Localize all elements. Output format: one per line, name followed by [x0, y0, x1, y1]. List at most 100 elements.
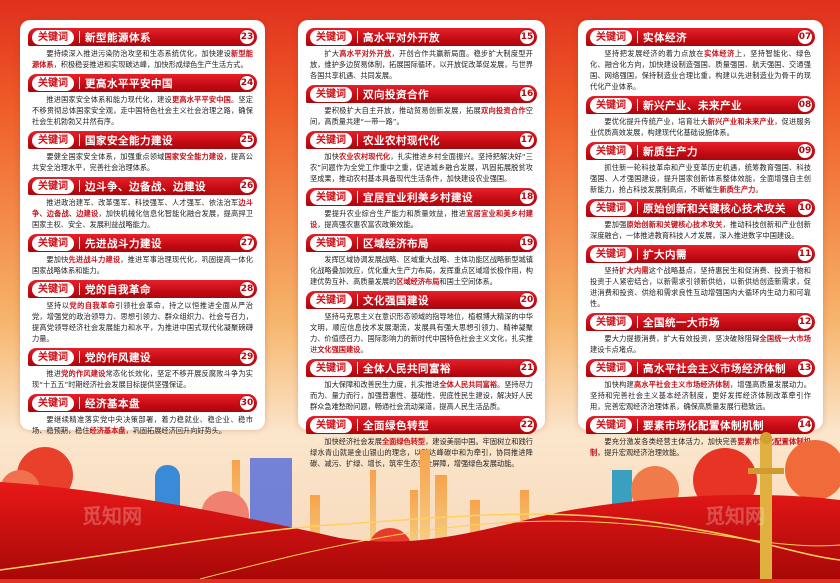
highlighted-keyword: 新质生产力: [719, 185, 756, 194]
description-text: ，提升宏观经济治理效能。: [597, 448, 684, 457]
item-number-badge: 14: [797, 417, 813, 433]
keyword-title: 高水平社会主义市场经济体制: [643, 362, 786, 375]
description-text: ，促进服务业优质高效发展，构建现代化基础设施体系。: [590, 117, 811, 137]
keyword-description: 要加快先进战斗力建设，推进军事治理现代化，巩固提高一体化国家战略体系和能力。: [28, 252, 257, 276]
keyword-title: 全国统一大市场: [643, 316, 720, 329]
keyword-header-bar: 关键词 新质生产力 09: [586, 142, 815, 160]
description-text: 发挥区域协调发展战略、区域重大战略、主体功能区战略新型城镇化战略叠加效应，优化重…: [310, 255, 533, 286]
keyword-description: 要持续深入推进污染防治攻坚和生态系统优化，加快建设新型能源体系，积极稳妥推进和实…: [28, 46, 257, 70]
keyword-label-pill: 关键词: [310, 417, 352, 433]
keyword-title: 高水平对外开放: [363, 31, 440, 44]
keyword-header-bar: 关键词 新型能源体系 23: [28, 28, 257, 46]
item-number-badge: 08: [797, 97, 813, 113]
keyword-item: 关键词 原始创新和关键核心技术攻关 10 要加强原始创新和关键核心技术攻关，推动科技创…: [586, 199, 815, 241]
keyword-header-bar: 关键词 高水平对外开放 15: [306, 28, 537, 46]
divider: [357, 191, 358, 203]
keyword-description: 加大保障和改善民生力度，扎实推进全体人民共同富裕。坚持尽力而为、量力而行，加强普…: [306, 377, 537, 412]
highlighted-keyword: 党的作风建设: [61, 369, 106, 378]
description-text: 和国土空间体系。: [439, 277, 497, 286]
keyword-header-bar: 关键词 全体人民共同富裕 21: [306, 359, 537, 377]
highlighted-keyword: 经济基本盘: [89, 426, 126, 435]
divider: [357, 237, 358, 249]
highlighted-keyword: 实体经济: [704, 49, 735, 58]
keyword-description: 发挥区域协调发展战略、区域重大战略、主体功能区战略新型城镇化战略叠加效应，优化重…: [306, 252, 537, 287]
keyword-item: 关键词 高水平社会主义市场经济体制 13 加快构建高水平社会主义市场经济体制，增强高质…: [586, 359, 815, 412]
keyword-item: 关键词 国家安全能力建设 25 要健全国家安全体系，加强重点领域国家安全能力建设，提高…: [28, 131, 257, 173]
keyword-label-pill: 关键词: [310, 132, 352, 148]
description-text: 推进国家安全体系和能力现代化，建设: [46, 95, 172, 104]
divider: [357, 362, 358, 374]
item-number-badge: 25: [239, 132, 255, 148]
item-number-badge: 11: [797, 246, 813, 262]
keyword-title: 新型能源体系: [85, 31, 151, 44]
description-text: ，提高强农惠农富农政策效能。: [317, 220, 418, 229]
description-text: 加大保障和改善民生力度，扎实推进: [324, 380, 440, 389]
divider: [637, 316, 638, 328]
keyword-header-bar: 关键词 更高水平平安中国 24: [28, 74, 257, 92]
keyword-title: 原始创新和关键核心技术攻关: [643, 202, 786, 215]
keyword-description: 要积极扩大自主开放，推动贸易创新发展，拓展双向投资合作空间，高质量共建“一带一路…: [306, 103, 537, 127]
keyword-description: 推进党的作风建设常态化长效化，坚定不移开展反腐败斗争为实现“十五五”时期经济社会…: [28, 366, 257, 390]
item-number-badge: 17: [519, 132, 535, 148]
description-text: 上，坚持智能化、绿色化、融合化方向，加快建设制造强国、质量强国、航天强国、交通强…: [590, 49, 811, 91]
keyword-header-bar: 关键词 先进战斗力建设 27: [28, 234, 257, 252]
keyword-header-bar: 关键词 文化强国建设 20: [306, 291, 537, 309]
description-text: 加快经济社会发展: [324, 437, 382, 446]
keyword-item: 关键词 农业农村现代化 17 加快农业农村现代化，扎实推进乡村全面振兴。坚持把解决好“…: [306, 131, 537, 184]
keyword-column-1: 关键词 新型能源体系 23 要持续深入推进污染防治攻坚和生态系统优化，加快建设新型能源…: [20, 20, 265, 435]
description-text: ，巩固拓展经济回升向好势头。: [125, 426, 227, 435]
keyword-header-bar: 关键词 全面绿色转型 22: [306, 416, 537, 434]
divider: [357, 294, 358, 306]
description-text: 推进: [46, 369, 62, 378]
highlighted-keyword: 要素市场化配置体制机制: [590, 437, 811, 457]
keyword-description: 坚持扩大内需这个战略基点，坚持惠民生和促消费、投资于物和投资于人紧密结合，以新需…: [586, 263, 815, 309]
keyword-title: 区域经济布局: [363, 237, 429, 250]
keyword-description: 要优化提升传统产业，培育壮大新兴产业和未来产业，促进服务业优质高效发展，构建现代…: [586, 114, 815, 138]
keyword-description: 要继续精准落实党中央决策部署，着力稳就业、稳企业、稳市场、稳预期，稳住经济基本盘…: [28, 412, 257, 436]
highlighted-keyword: 新型能源体系: [32, 49, 253, 69]
description-text: 要加快: [46, 255, 69, 264]
highlighted-keyword: 全国统一大市场: [759, 334, 811, 343]
item-number-badge: 22: [519, 417, 535, 433]
keyword-label-pill: 关键词: [590, 143, 632, 159]
highlighted-keyword: 双向投资合作: [481, 106, 526, 115]
highlighted-keyword: 全面绿色转型: [381, 437, 426, 446]
keyword-title: 农业农村现代化: [363, 134, 440, 147]
item-number-badge: 16: [519, 86, 535, 102]
keyword-item: 关键词 边斗争、边备战、边建设 26 推进政治建军、改革强军、科技强军、人才强军、依法…: [28, 177, 257, 230]
description-text: ，推进军事治理现代化，巩固提高一体化国家战略体系和能力。: [32, 255, 253, 275]
item-number-badge: 23: [239, 29, 255, 45]
keyword-header-bar: 关键词 要素市场化配置体制机制 14: [586, 416, 815, 434]
keyword-title: 扩大内需: [643, 248, 687, 261]
keyword-item: 关键词 实体经济 07 坚持把发展经济的着力点放在实体经济上，坚持智能化、绿色化、融合…: [586, 28, 815, 92]
highlighted-keyword: 新兴产业和未来产业: [707, 117, 775, 126]
keyword-title: 党的作风建设: [85, 351, 151, 364]
keyword-item: 关键词 全国统一大市场 12 要大力提振消费，扩大有效投资，坚决破除阻碍全国统一大市场…: [586, 313, 815, 355]
keyword-label-pill: 关键词: [310, 189, 352, 205]
description-text: 引领社会革命，持之以恒推进全面从严治党，增强党的政治领导力、思想引领力、群众组织…: [32, 301, 253, 343]
bottom-decoration: 觅知网 觅知网: [0, 420, 840, 580]
divider: [637, 99, 638, 111]
keyword-item: 关键词 先进战斗力建设 27 要加快先进战斗力建设，推进军事治理现代化，巩固提高一体化…: [28, 234, 257, 276]
highlighted-keyword: 更高水平平安中国: [171, 95, 232, 104]
description-text: 要充分激发各类经营主体活力，加快完善: [604, 437, 738, 446]
keyword-label-pill: 关键词: [310, 360, 352, 376]
keyword-label-pill: 关键词: [32, 75, 74, 91]
highlighted-keyword: 原始创新和关键核心技术攻关: [626, 220, 723, 229]
keyword-header-bar: 关键词 边斗争、边备战、边建设 26: [28, 177, 257, 195]
keyword-item: 关键词 党的作风建设 29 推进党的作风建设常态化长效化，坚定不移开展反腐败斗争为实现…: [28, 348, 257, 390]
keyword-label-pill: 关键词: [32, 132, 74, 148]
highlighted-keyword: 全体人民共同富裕: [439, 380, 498, 389]
item-number-badge: 29: [239, 349, 255, 365]
description-text: 加快: [324, 152, 340, 161]
item-number-badge: 20: [519, 292, 535, 308]
description-text: ，加快机械化信息化智能化融合发展，提高捍卫国家主权、安全、发展利益战略能力。: [32, 209, 253, 229]
keyword-description: 加快农业农村现代化，扎实推进乡村全面振兴。坚持把解决好“三农”问题作为全党工作重…: [306, 149, 537, 184]
description-text: ，增强高质量发展动力。坚持和完善社会主义基本经济制度，更好发挥经济体制改革牵引作…: [590, 380, 811, 411]
item-number-badge: 09: [797, 143, 813, 159]
keyword-title: 双向投资合作: [363, 88, 429, 101]
item-number-badge: 21: [519, 360, 535, 376]
keyword-description: 扩大高水平对外开放，开创合作共赢新局面。稳步扩大制度型开放，维护多边贸易体制，拓…: [306, 46, 537, 81]
divider: [637, 248, 638, 260]
keyword-title: 国家安全能力建设: [85, 134, 173, 147]
